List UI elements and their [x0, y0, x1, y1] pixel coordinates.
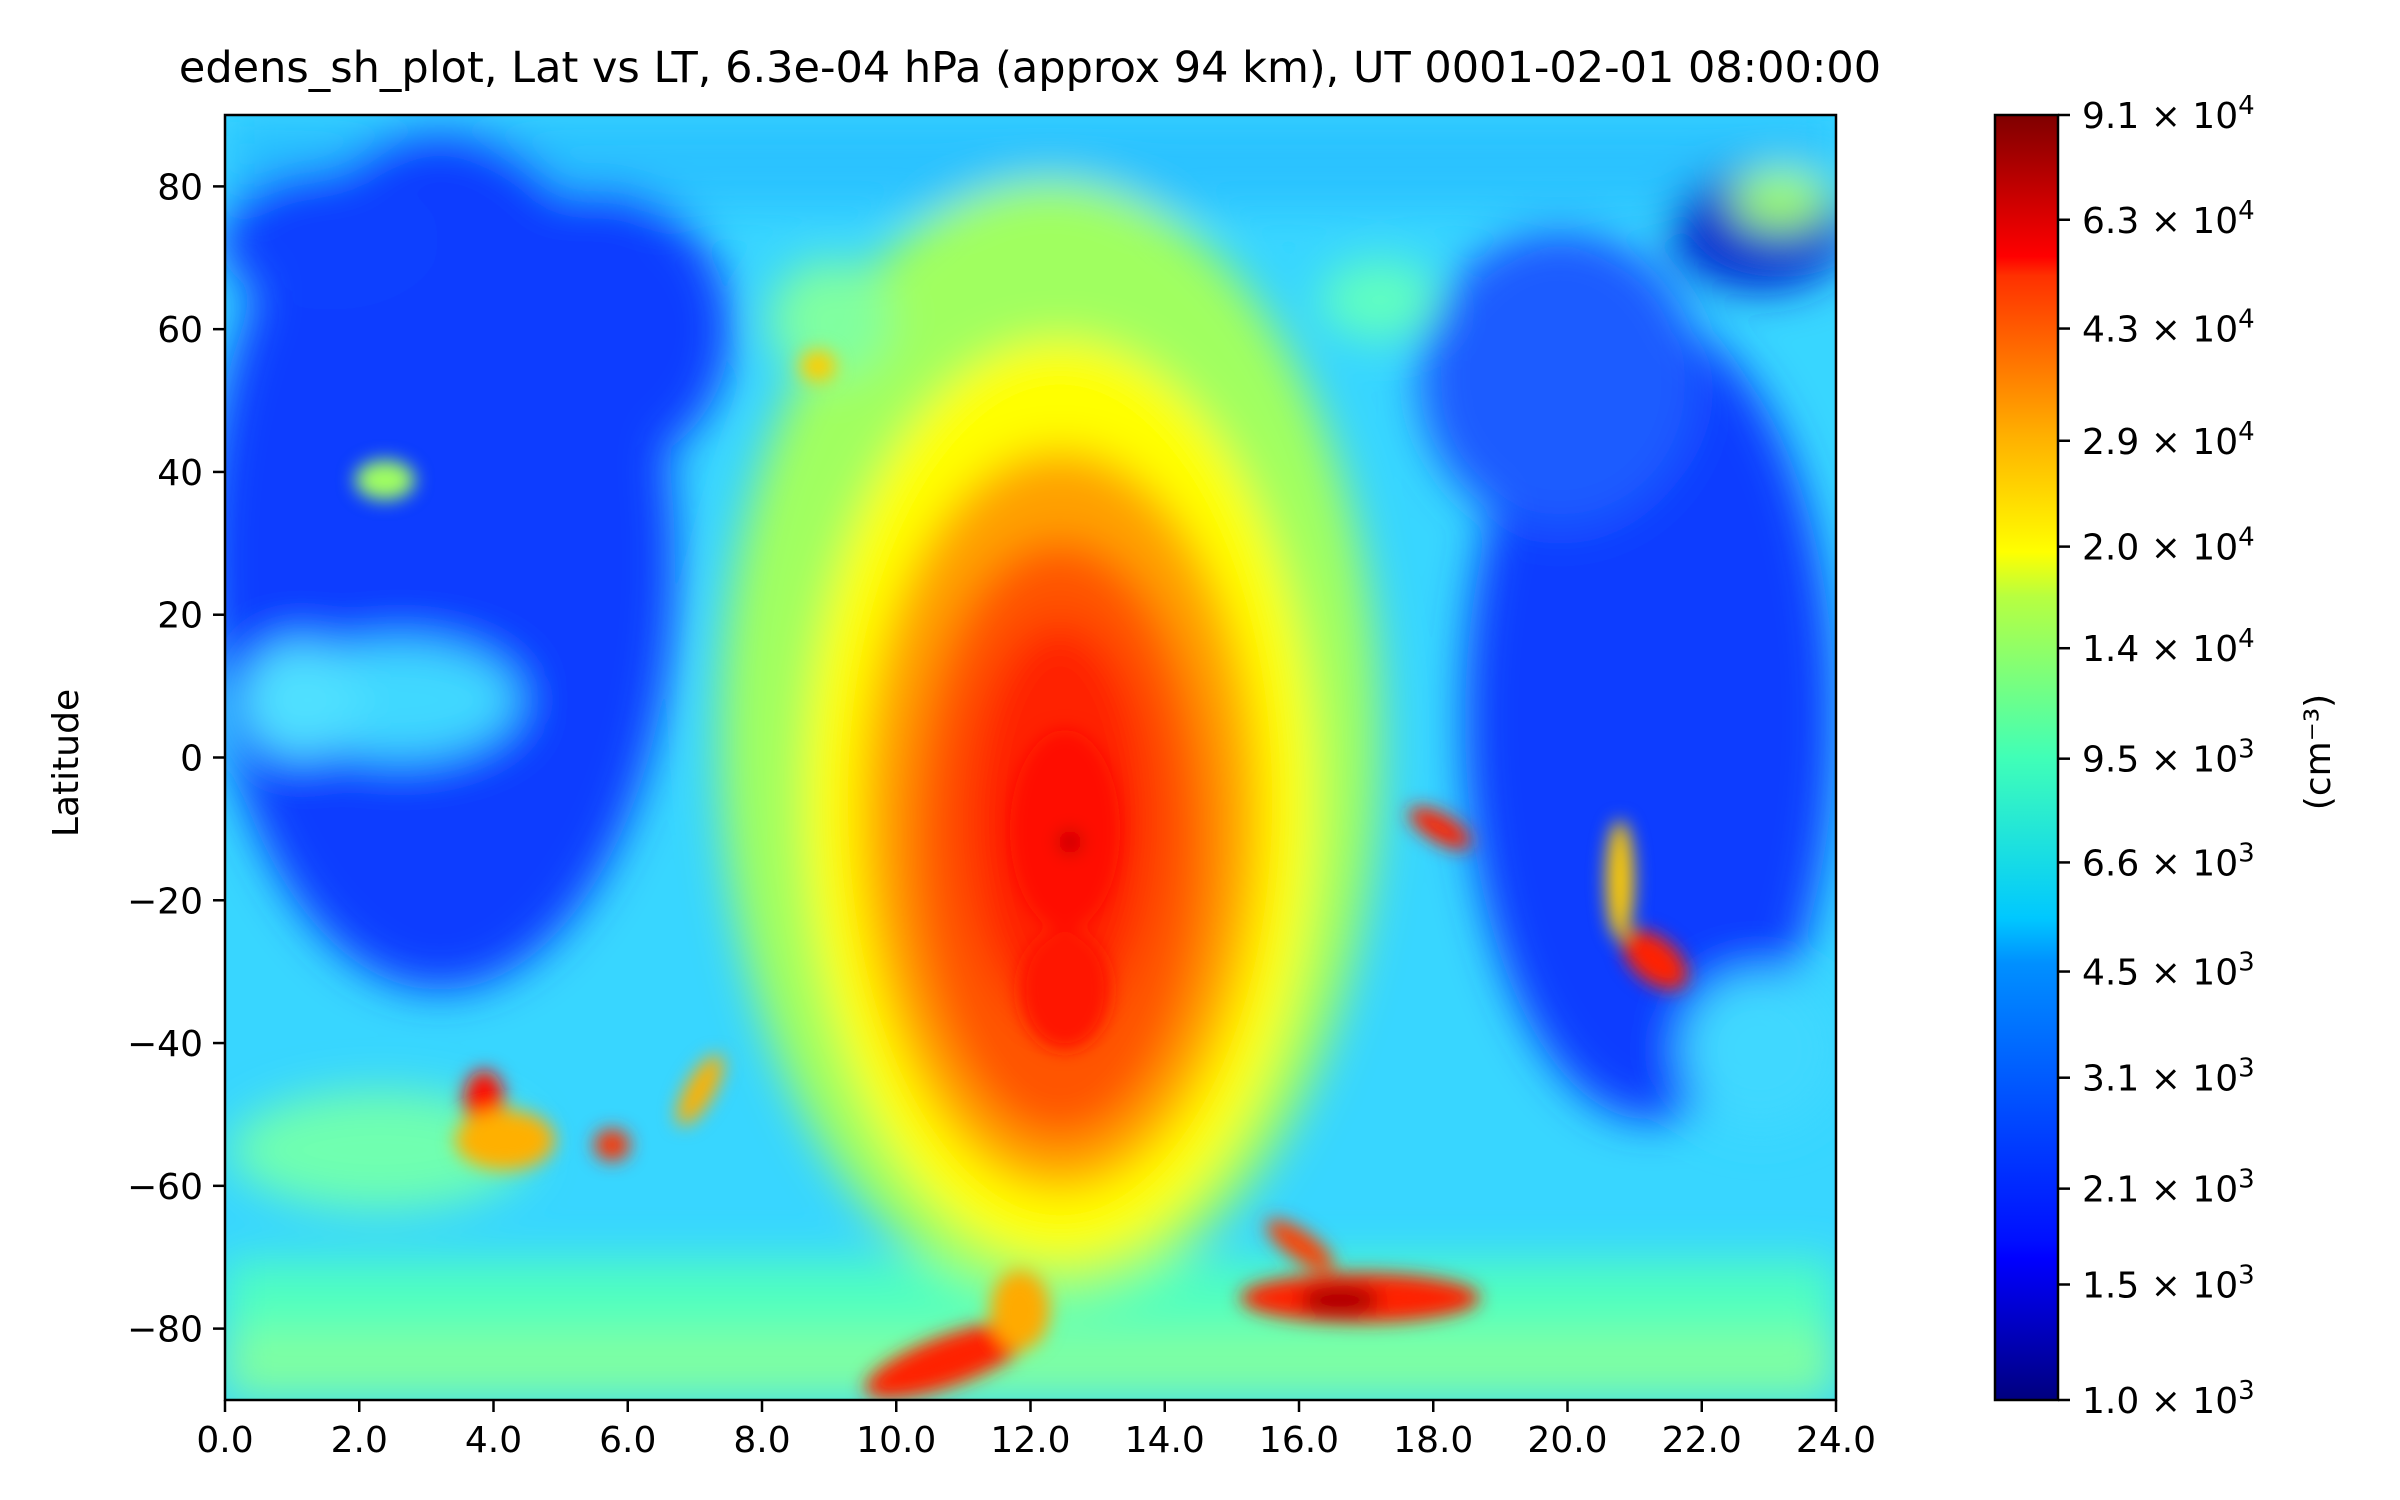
y-tick-label: 40: [157, 453, 203, 494]
y-tick-label: 80: [157, 167, 203, 208]
y-axis: 80 60 40 20 0 −20 −40 −60 −80: [127, 167, 225, 1351]
x-tick-label: 20.0: [1527, 1420, 1607, 1461]
night-low-right-upper: [1420, 230, 1700, 530]
colorbar-tick-label: 1.4 × 104: [2082, 624, 2255, 670]
x-tick-label: 2.0: [331, 1420, 388, 1461]
y-axis-label: Latitude: [46, 689, 87, 837]
y-tick-label: 20: [157, 596, 203, 637]
y-tick-label: −20: [127, 881, 203, 922]
heatmap-detail-layer: [355, 350, 1688, 1399]
colorbar-tick-label: 3.1 × 103: [2082, 1054, 2255, 1100]
x-tick-label: 18.0: [1393, 1420, 1473, 1461]
cyan-patch-2: [1320, 260, 1440, 340]
high-core-2: [1020, 930, 1110, 1050]
colorbar-tick-label: 2.0 × 104: [2082, 523, 2255, 569]
x-tick-label: 24.0: [1796, 1420, 1876, 1461]
colorbar-tick-label: 9.1 × 104: [2082, 91, 2255, 137]
x-tick-label: 4.0: [465, 1420, 522, 1461]
cyan-patch-4: [240, 640, 360, 760]
night-low-left-upper: [470, 190, 730, 470]
colorbar-tick-label: 6.3 × 104: [2082, 196, 2255, 242]
x-tick-label: 14.0: [1125, 1420, 1205, 1461]
colorbar-tick-label: 6.6 × 103: [2082, 838, 2255, 884]
x-tick-label: 10.0: [856, 1420, 936, 1461]
colorbar-label: (cm⁻³): [2298, 694, 2339, 810]
colorbar-tick-label: 4.3 × 104: [2082, 305, 2255, 351]
y-tick-label: 0: [180, 739, 203, 780]
south-plume-tip: [990, 1270, 1050, 1350]
x-tick-label: 16.0: [1259, 1420, 1339, 1461]
south-blob-core: [1300, 1284, 1380, 1316]
x-tick-label: 22.0: [1662, 1420, 1742, 1461]
heatmap-smooth-layer: [225, 115, 1836, 1400]
high-core-1: [1010, 730, 1120, 930]
blob-7-48: [676, 1054, 724, 1126]
blob-4-48-halo: [455, 1110, 555, 1170]
colorbar-tick-label: 2.9 × 104: [2082, 417, 2255, 463]
x-tick-label: 12.0: [990, 1420, 1070, 1461]
x-tick-label: 0.0: [196, 1420, 253, 1461]
blob-9-55: [800, 350, 836, 382]
south-plume: [864, 1321, 1036, 1399]
colorbar: [1993, 113, 2060, 1402]
blob-21-30: [1622, 930, 1688, 990]
colorbar-tick-label: 9.5 × 103: [2082, 735, 2255, 781]
blob-18-10: [1408, 806, 1472, 850]
heatmap-field: [225, 115, 1836, 1400]
colorbar-tick-label: 2.1 × 103: [2082, 1165, 2255, 1211]
blob-3-38: [355, 460, 415, 500]
chart-title: edens_sh_plot, Lat vs LT, 6.3e-04 hPa (a…: [179, 43, 1881, 93]
blob-5-54: [594, 1129, 630, 1161]
low-north-left: [225, 170, 440, 310]
south-blob-tail: [1266, 1219, 1334, 1271]
colorbar-tick-label: 1.0 × 103: [2082, 1376, 2255, 1422]
colorbar-tick-label: 1.5 × 103: [2082, 1260, 2255, 1306]
colorbar-tick-label: 4.5 × 103: [2082, 948, 2255, 994]
cyan-patch-6: [1680, 970, 1836, 1130]
y-tick-label: −80: [127, 1310, 203, 1351]
x-tick-label: 8.0: [733, 1420, 790, 1461]
yellow-patch: [1730, 170, 1830, 230]
blob-21-30-arm: [1606, 820, 1634, 940]
x-tick-label: 6.0: [599, 1420, 656, 1461]
high-core-3: [1058, 830, 1082, 854]
x-axis: 0.0 2.0 4.0 6.0 8.0 10.0 12.0 14.0 16.0 18.0 20.0 2…: [196, 1400, 1876, 1461]
y-tick-label: −40: [127, 1024, 203, 1065]
cyan-patch-5: [230, 1090, 530, 1210]
colorbar-ticks: 9.1 × 104 6.3 × 104 4.3 × 104 2.9 × 104 2.0 …: [2058, 91, 2255, 1422]
y-tick-label: 60: [157, 310, 203, 351]
cyan-patch-1: [770, 260, 890, 380]
y-tick-label: −60: [127, 1167, 203, 1208]
